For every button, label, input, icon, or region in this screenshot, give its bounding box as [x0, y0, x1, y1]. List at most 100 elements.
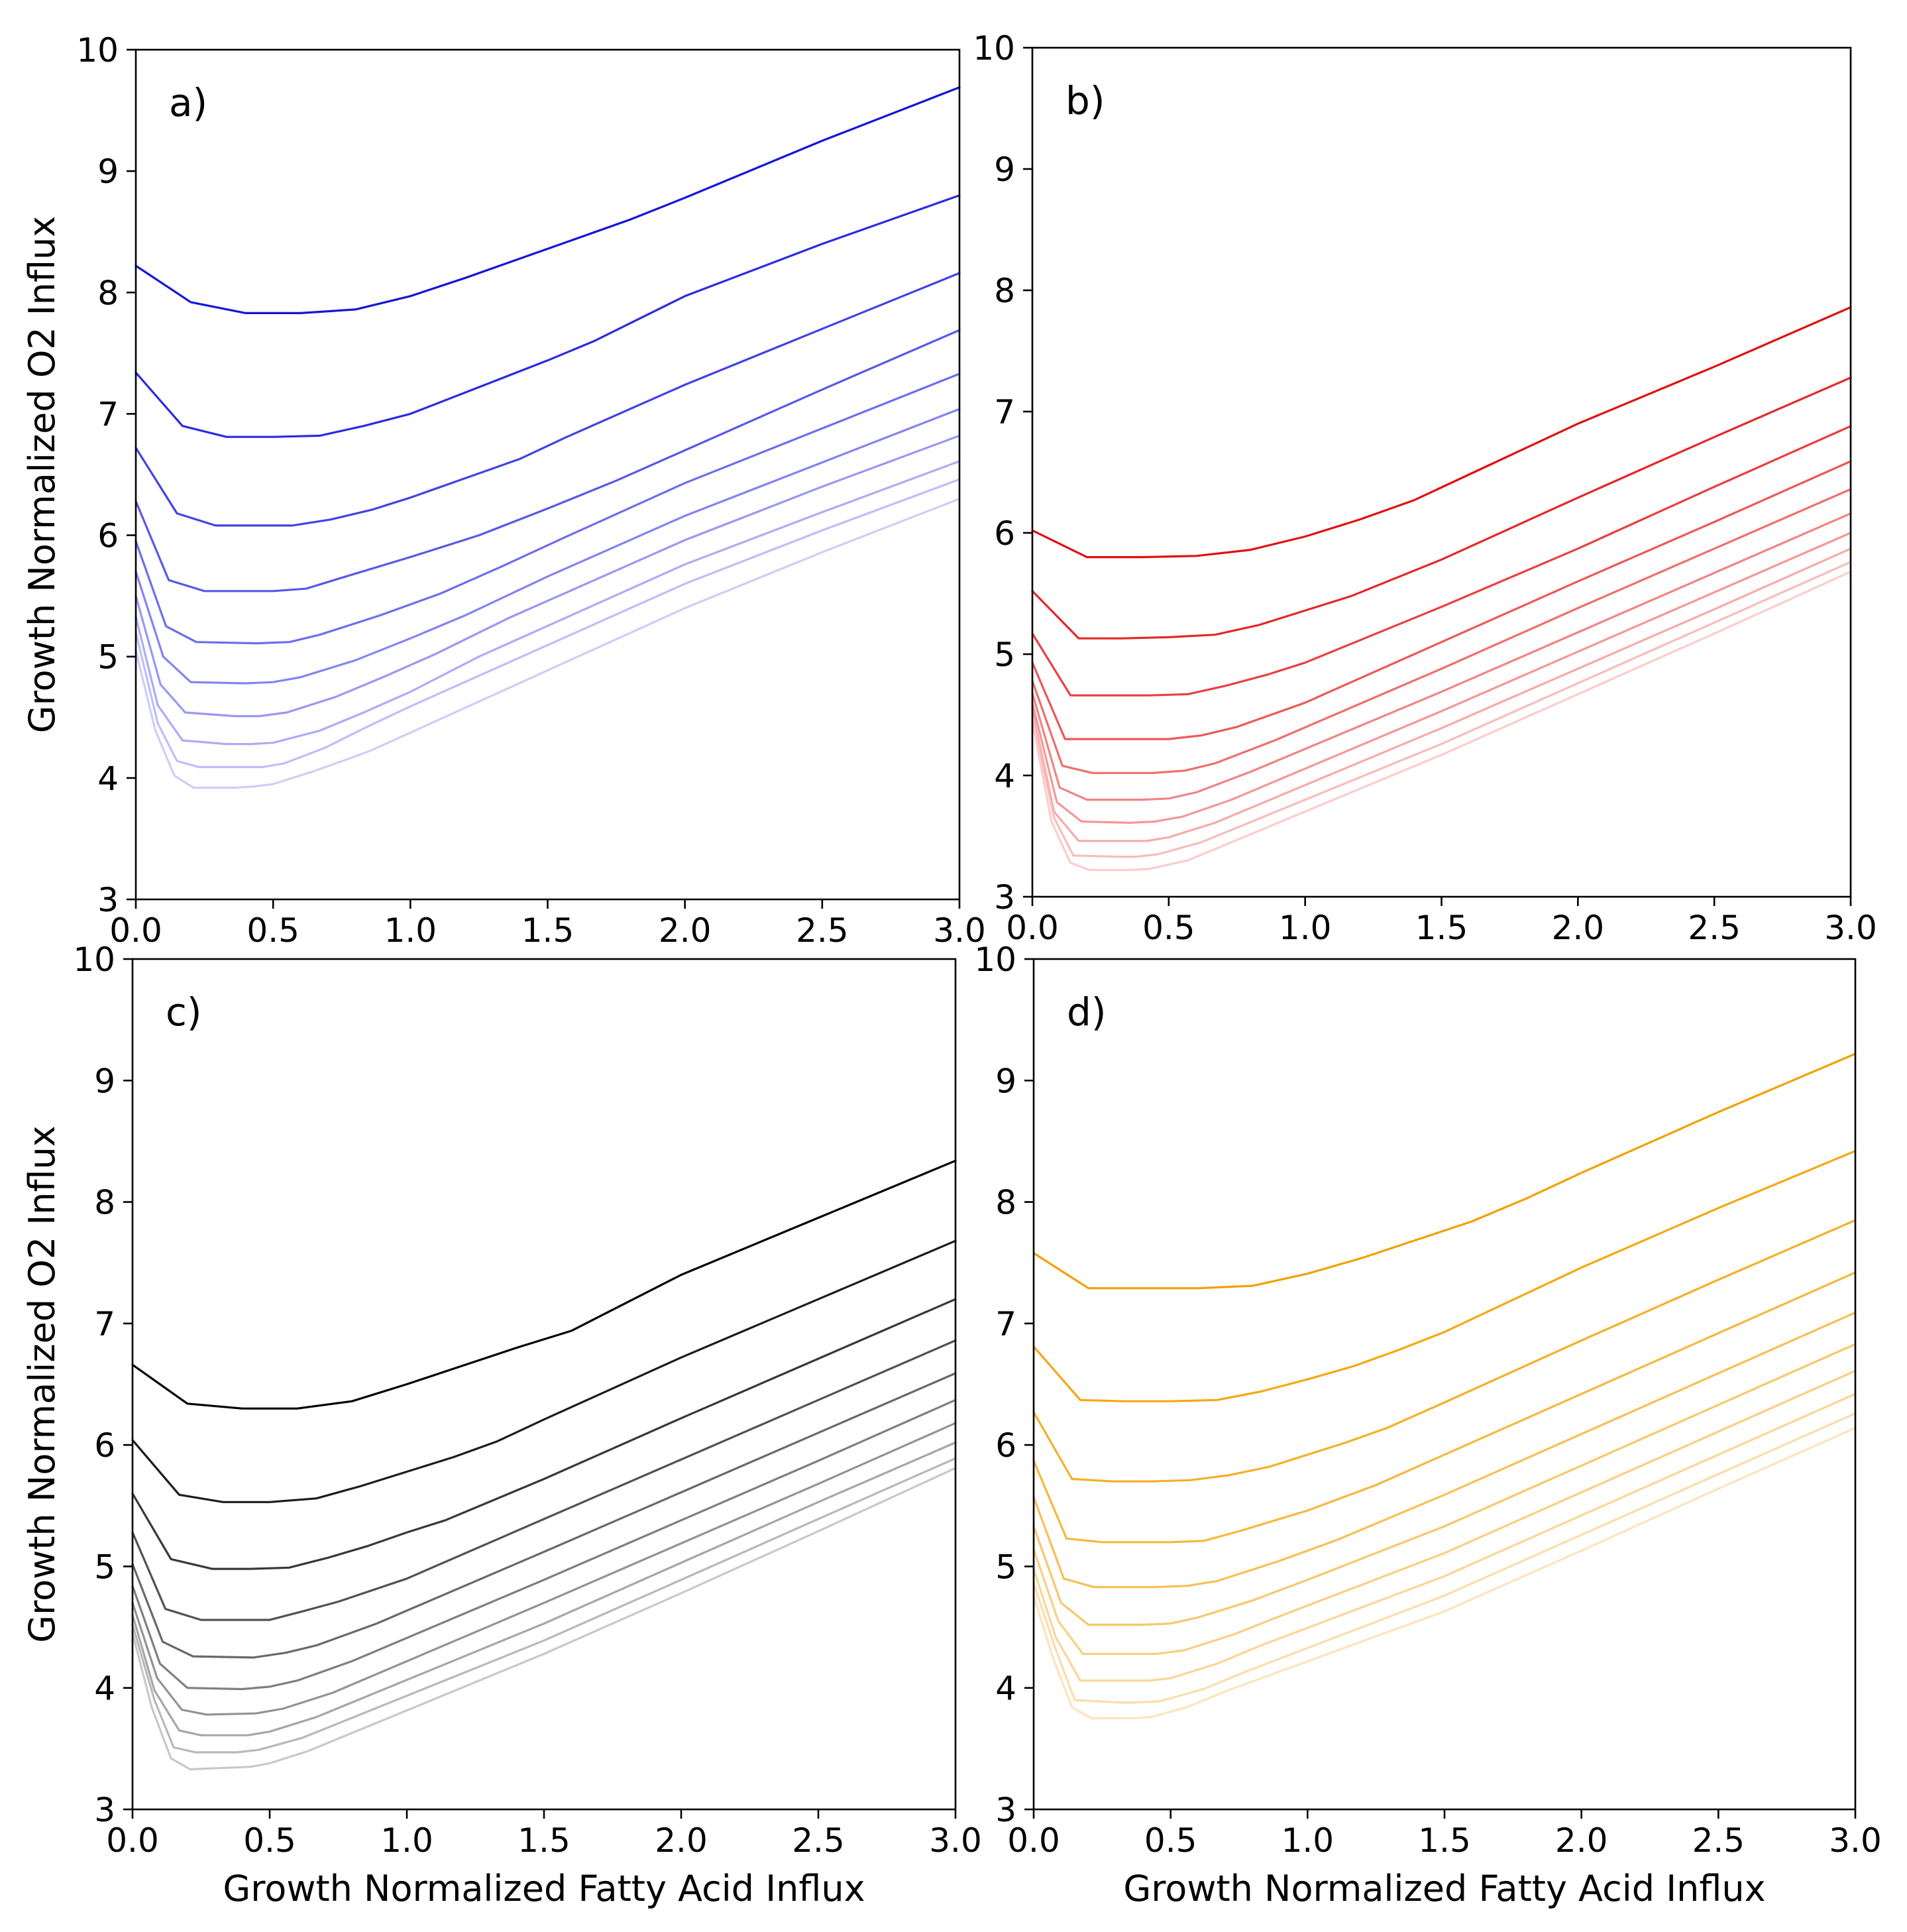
y-tick-label: 6: [994, 514, 1015, 553]
y-tick-label: 9: [995, 1062, 1016, 1100]
series-line-b-2: [1031, 376, 1852, 640]
x-tick-label: 0.0: [1006, 909, 1059, 947]
y-tick-label: 4: [94, 1670, 115, 1708]
y-tick-label: 4: [995, 1670, 1016, 1708]
series-line-d-10: [1032, 1426, 1857, 1720]
series-line-d-3: [1032, 1219, 1857, 1483]
y-tick-label: 7: [994, 393, 1015, 431]
plot-frame: [1032, 958, 1857, 1811]
y-tick-label: 8: [994, 272, 1015, 310]
series-line-a-5: [135, 372, 961, 645]
panel-label-a: a): [169, 80, 207, 125]
y-tick-label: 5: [995, 1548, 1016, 1586]
series-line-c-8: [131, 1441, 957, 1736]
x-tick-label: 0.5: [246, 911, 300, 950]
y-tick-label: 10: [73, 940, 115, 979]
series-line-a-10: [135, 498, 961, 789]
y-axis-label: Growth Normalized O2 Influx: [21, 1125, 63, 1642]
plot-frame: [1031, 46, 1852, 898]
panel-label-b: b): [1065, 78, 1105, 123]
y-axis-label: Growth Normalized O2 Influx: [21, 216, 63, 733]
series-line-d-4: [1032, 1271, 1857, 1544]
y-tick-label: 4: [994, 757, 1015, 795]
x-tick-label: 2.0: [1555, 1821, 1608, 1860]
series-line-a-2: [135, 194, 961, 438]
x-tick-label: 0.0: [1007, 1821, 1060, 1860]
series-line-b-3: [1031, 425, 1852, 697]
x-tick-label: 0.5: [243, 1821, 296, 1860]
x-tick-label: 1.5: [1418, 1821, 1471, 1860]
series-line-c-5: [131, 1372, 957, 1659]
x-tick-label: 3.0: [1824, 909, 1877, 947]
y-tick-label: 5: [97, 638, 119, 677]
y-tick-label: 6: [97, 517, 119, 555]
y-tick-label: 5: [994, 636, 1015, 674]
series-line-a-8: [135, 460, 961, 746]
series-line-c-6: [131, 1398, 957, 1691]
y-tick-label: 10: [973, 29, 1015, 68]
series-line-c-2: [131, 1239, 957, 1503]
series-line-b-6: [1031, 512, 1852, 801]
series-line-b-5: [1031, 488, 1852, 774]
x-tick-label: 2.5: [1692, 1821, 1745, 1860]
series-line-c-7: [131, 1422, 957, 1716]
y-tick-label: 9: [994, 150, 1015, 189]
x-tick-label: 3.0: [929, 1821, 982, 1860]
series-line-a-1: [135, 86, 961, 314]
y-tick-label: 3: [995, 1791, 1016, 1829]
series-line-b-7: [1031, 532, 1852, 824]
series-line-a-3: [135, 272, 961, 527]
chart-panel-b: 0.0 0.5 1.0 1.5 2.0 2.5 3.0 3 4 5 6 7 8 9 10 b): [973, 29, 1877, 947]
series-line-d-8: [1032, 1392, 1857, 1682]
x-tick-label: 2.5: [792, 1821, 845, 1860]
y-tick-label: 9: [97, 152, 119, 191]
x-tick-label: 1.5: [1415, 909, 1468, 947]
x-tick-label: 1.5: [518, 1821, 571, 1860]
series-line-d-5: [1032, 1311, 1857, 1589]
x-tick-label: 2.0: [1552, 909, 1605, 947]
series-line-d-9: [1032, 1412, 1857, 1704]
panel-label-d: d): [1067, 990, 1106, 1035]
series-line-c-1: [131, 1159, 957, 1410]
series-line-c-9: [131, 1457, 957, 1754]
series-line-b-9: [1031, 561, 1852, 858]
x-tick-label: 3.0: [1829, 1821, 1882, 1860]
y-tick-label: 7: [995, 1305, 1016, 1343]
chart-panel-d: 0.0 0.5 1.0 1.5 2.0 2.5 3.0 3 4 5 6 7 8 9 10 d) Growth N…: [974, 940, 1881, 1909]
x-tick-label: 0.5: [1144, 1821, 1197, 1860]
y-tick-label: 6: [995, 1426, 1016, 1465]
series-line-a-4: [135, 329, 961, 593]
series-line-b-8: [1031, 547, 1852, 842]
plot-frame: [131, 958, 957, 1811]
series-line-d-6: [1032, 1343, 1857, 1626]
series-line-a-7: [135, 434, 961, 718]
series-line-a-6: [135, 408, 961, 685]
series-line-b-4: [1031, 460, 1852, 740]
series-line-d-2: [1032, 1150, 1857, 1402]
plot-frame: [135, 48, 961, 901]
x-axis-label: Growth Normalized Fatty Acid Influx: [1123, 1868, 1765, 1909]
x-tick-label: 1.0: [384, 911, 437, 950]
x-tick-label: 0.0: [109, 911, 162, 950]
series-line-c-10: [131, 1467, 957, 1771]
y-tick-label: 8: [94, 1184, 115, 1222]
y-tick-label: 7: [94, 1305, 115, 1343]
series-line-c-3: [131, 1298, 957, 1570]
x-tick-label: 0.5: [1142, 909, 1195, 947]
y-tick-label: 3: [94, 1791, 115, 1829]
x-tick-label: 1.0: [1279, 909, 1332, 947]
y-tick-label: 3: [994, 878, 1015, 917]
y-tick-label: 5: [94, 1548, 115, 1586]
y-tick-label: 10: [974, 940, 1016, 979]
y-tick-label: 6: [94, 1426, 115, 1465]
x-tick-label: 1.0: [380, 1821, 433, 1860]
series-line-a-9: [135, 478, 961, 768]
y-tick-label: 8: [995, 1184, 1016, 1222]
chart-panel-a: 0.0 0.5 1.0 1.5 2.0 2.5 3.0 3 4 5 6 7 8 9 10 a) Growth N…: [21, 31, 986, 950]
x-axis-label: Growth Normalized Fatty Acid Influx: [223, 1868, 865, 1909]
series-line-b-10: [1031, 571, 1852, 872]
x-tick-label: 2.5: [1688, 909, 1741, 947]
y-tick-label: 7: [97, 395, 119, 433]
series-line-d-7: [1032, 1369, 1857, 1655]
